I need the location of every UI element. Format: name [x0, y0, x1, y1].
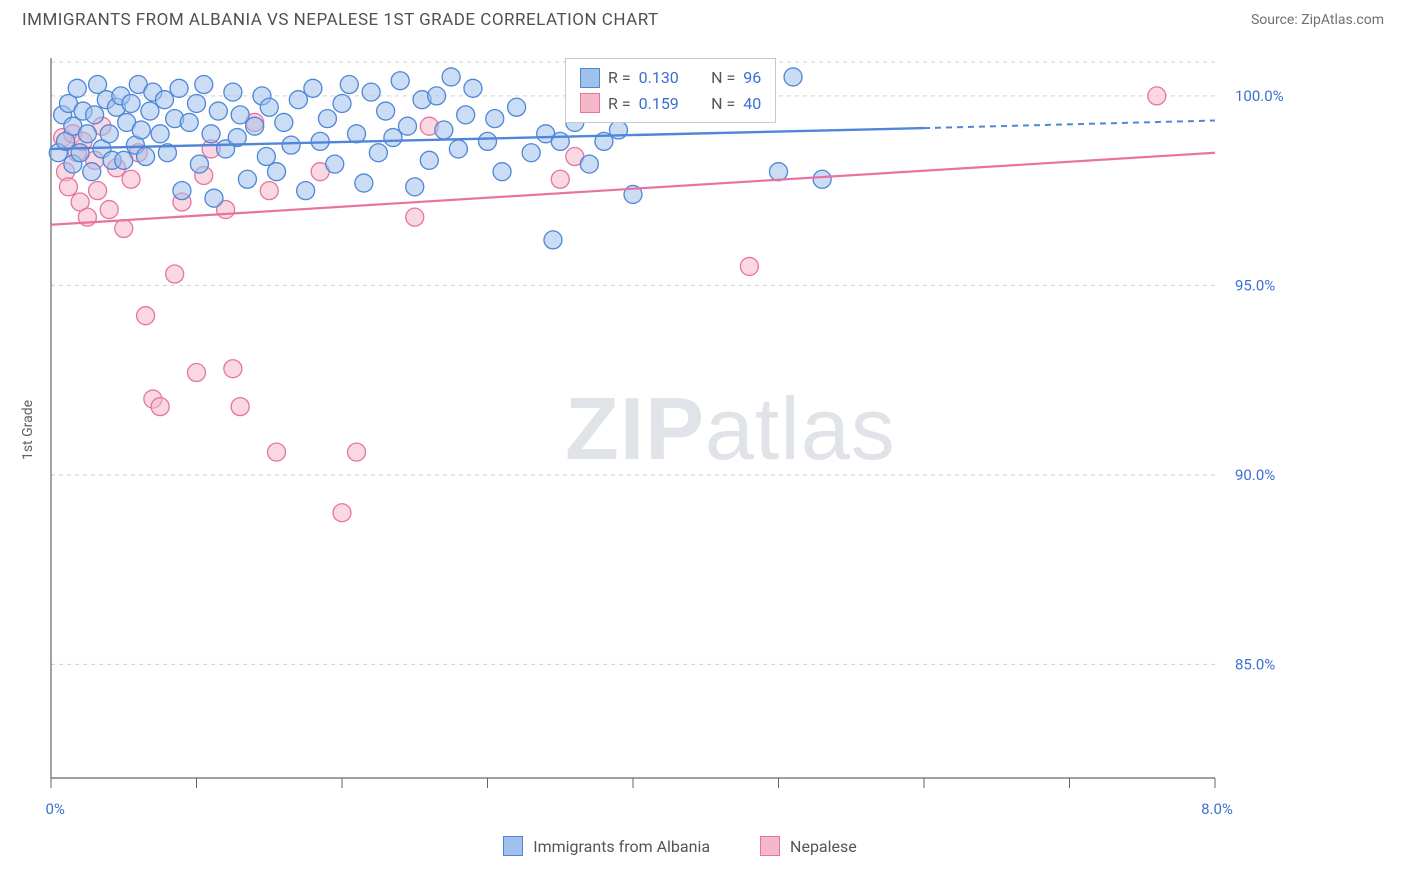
chart-title: IMMIGRANTS FROM ALBANIA VS NEPALESE 1ST …: [22, 10, 659, 30]
svg-text:95.0%: 95.0%: [1235, 276, 1275, 294]
legend-label-a: Immigrants from Albania: [533, 837, 710, 856]
svg-text:0.0%: 0.0%: [45, 800, 65, 818]
legend-swatch-b: [760, 836, 780, 856]
legend-swatch-a: [503, 836, 523, 856]
legend-item-b: Nepalese: [760, 836, 857, 856]
bottom-legend: Immigrants from Albania Nepalese: [45, 836, 1315, 856]
plot-area: 85.0%90.0%95.0%100.0%0.0%8.0% ZIPatlas R…: [45, 48, 1315, 818]
legend-label-b: Nepalese: [790, 837, 857, 856]
legend-item-a: Immigrants from Albania: [503, 836, 710, 856]
scatter-chart-svg: 85.0% 90.0% 95.0% 100.0% 0.0% 8.0%: [45, 48, 1315, 818]
svg-text:100.0%: 100.0%: [1235, 87, 1284, 105]
stats-legend: R = 0.130 N = 96 R = 0.159 N = 40: [565, 58, 776, 123]
chart-source: Source: ZipAtlas.com: [1251, 12, 1384, 28]
svg-text:8.0%: 8.0%: [1201, 800, 1233, 818]
chart-header: IMMIGRANTS FROM ALBANIA VS NEPALESE 1ST …: [0, 0, 1406, 36]
y-axis-label: 1st Grade: [20, 400, 36, 460]
svg-text:90.0%: 90.0%: [1235, 466, 1275, 484]
svg-text:85.0%: 85.0%: [1235, 655, 1275, 673]
